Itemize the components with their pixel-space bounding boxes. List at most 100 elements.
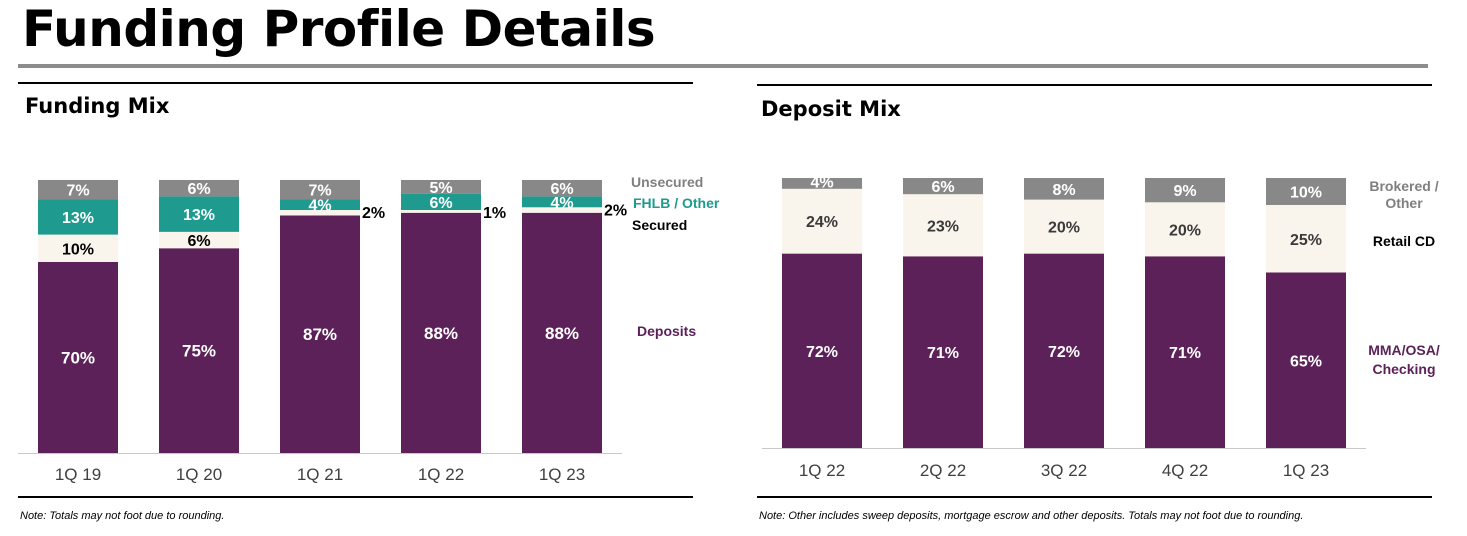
bar-secured-1q-20 bbox=[159, 231, 239, 249]
bar-brokered-other-2q-22 bbox=[903, 178, 983, 195]
bar-retail-cd-3q-22 bbox=[1024, 199, 1104, 254]
legend-label-deposits: Deposits bbox=[637, 323, 696, 339]
x-tick-label-4q-22: 4Q 22 bbox=[1162, 461, 1208, 480]
x-tick-label-1q-22: 1Q 22 bbox=[799, 461, 845, 480]
bar-mma-osa-checking-2q-22 bbox=[903, 256, 983, 448]
data-label-unsecured-1q-22: 5% bbox=[429, 180, 452, 197]
bar-deposits-1q-21 bbox=[280, 215, 360, 453]
data-label-brokered-other-4q-22: 9% bbox=[1173, 183, 1196, 200]
data-label-brokered-other-2q-22: 6% bbox=[931, 179, 954, 196]
funding-mix-top-rule bbox=[18, 82, 693, 84]
x-tick-label-2q-22: 2Q 22 bbox=[920, 461, 966, 480]
data-label-secured-1q-21: 2% bbox=[362, 205, 385, 222]
data-label-brokered-other-1q-22: 4% bbox=[810, 174, 833, 191]
bar-mma-osa-checking-1q-23 bbox=[1266, 272, 1346, 448]
data-label-secured-1q-19: 10% bbox=[62, 241, 94, 258]
page-title: Funding Profile Details bbox=[22, 0, 656, 58]
bar-unsecured-1q-21 bbox=[280, 180, 360, 200]
x-tick-label-1q-23: 1Q 23 bbox=[539, 465, 585, 484]
bar-deposits-1q-23 bbox=[522, 212, 602, 453]
bar-mma-osa-checking-3q-22 bbox=[1024, 253, 1104, 448]
data-label-fhlb-other-1q-23: 4% bbox=[550, 195, 573, 212]
title-divider bbox=[18, 64, 1428, 68]
bar-brokered-other-4q-22 bbox=[1145, 178, 1225, 203]
data-label-retail-cd-1q-22: 24% bbox=[806, 214, 838, 231]
bar-mma-osa-checking-1q-22 bbox=[782, 253, 862, 448]
x-tick-label-1q-20: 1Q 20 bbox=[176, 465, 222, 484]
bar-fhlb-other-1q-23 bbox=[522, 196, 602, 208]
deposit-mix-note: Note: Other includes sweep deposits, mor… bbox=[759, 510, 1304, 522]
data-label-mma-osa-checking-2q-22: 71% bbox=[927, 345, 959, 362]
data-label-fhlb-other-1q-19: 13% bbox=[62, 210, 94, 227]
data-label-deposits-1q-20: 75% bbox=[182, 342, 216, 361]
bar-retail-cd-2q-22 bbox=[903, 194, 983, 257]
data-label-unsecured-1q-20: 6% bbox=[187, 181, 210, 198]
data-label-brokered-other-1q-23: 10% bbox=[1290, 185, 1322, 202]
x-tick-label-1q-22: 1Q 22 bbox=[418, 465, 464, 484]
data-label-deposits-1q-23: 88% bbox=[545, 324, 579, 343]
bar-deposits-1q-19 bbox=[38, 261, 118, 453]
data-label-fhlb-other-1q-21: 4% bbox=[308, 198, 331, 215]
data-label-mma-osa-checking-1q-23: 65% bbox=[1290, 353, 1322, 370]
bar-unsecured-1q-23 bbox=[522, 180, 602, 197]
bar-unsecured-1q-20 bbox=[159, 180, 239, 197]
data-label-fhlb-other-1q-22: 6% bbox=[429, 195, 452, 212]
data-label-unsecured-1q-23: 6% bbox=[550, 181, 573, 198]
data-label-mma-osa-checking-3q-22: 72% bbox=[1048, 344, 1080, 361]
legend-label-brokered-other-line-1: Brokered / bbox=[1369, 178, 1438, 194]
data-label-unsecured-1q-19: 7% bbox=[66, 183, 89, 200]
data-label-mma-osa-checking-4q-22: 71% bbox=[1169, 345, 1201, 362]
deposit-mix-top-rule bbox=[757, 84, 1432, 86]
legend-label-brokered-other-line-2: Other bbox=[1385, 195, 1423, 211]
legend-label-mma-osa-checking-line-1: MMA/OSA/ bbox=[1368, 342, 1440, 358]
x-tick-label-3q-22: 3Q 22 bbox=[1041, 461, 1087, 480]
bar-secured-1q-23 bbox=[522, 207, 602, 213]
bar-fhlb-other-1q-19 bbox=[38, 199, 118, 235]
bar-deposits-1q-20 bbox=[159, 248, 239, 453]
bar-secured-1q-22 bbox=[401, 210, 481, 213]
bar-retail-cd-1q-23 bbox=[1266, 205, 1346, 273]
bar-fhlb-other-1q-22 bbox=[401, 193, 481, 211]
data-label-retail-cd-1q-23: 25% bbox=[1290, 232, 1322, 249]
data-label-deposits-1q-22: 88% bbox=[424, 324, 458, 343]
bar-brokered-other-1q-23 bbox=[1266, 178, 1346, 205]
legend-label-unsecured: Unsecured bbox=[631, 174, 703, 190]
data-label-deposits-1q-21: 87% bbox=[303, 325, 337, 344]
funding-mix-note: Note: Totals may not foot due to roundin… bbox=[20, 510, 225, 522]
legend-label-mma-osa-checking-line-2: Checking bbox=[1372, 361, 1435, 377]
bar-unsecured-1q-19 bbox=[38, 180, 118, 200]
bar-retail-cd-1q-22 bbox=[782, 188, 862, 254]
bar-brokered-other-1q-22 bbox=[782, 178, 862, 189]
bar-retail-cd-4q-22 bbox=[1145, 202, 1225, 257]
data-label-secured-1q-20: 6% bbox=[187, 233, 210, 250]
data-label-brokered-other-3q-22: 8% bbox=[1052, 182, 1075, 199]
legend-label-fhlb-other: FHLB / Other bbox=[633, 195, 720, 211]
bar-deposits-1q-22 bbox=[401, 212, 481, 453]
data-label-secured-1q-23: 2% bbox=[604, 202, 627, 219]
x-tick-label-1q-21: 1Q 21 bbox=[297, 465, 343, 484]
legend-label-secured: Secured bbox=[632, 217, 687, 233]
deposit-mix-bottom-rule bbox=[757, 496, 1432, 498]
data-label-mma-osa-checking-1q-22: 72% bbox=[806, 344, 838, 361]
data-label-secured-1q-22: 1% bbox=[483, 205, 506, 222]
data-label-retail-cd-3q-22: 20% bbox=[1048, 220, 1080, 237]
funding-mix-bottom-rule bbox=[18, 496, 693, 498]
funding-mix-title: Funding Mix bbox=[25, 94, 170, 118]
data-label-fhlb-other-1q-20: 13% bbox=[183, 207, 215, 224]
bar-secured-1q-19 bbox=[38, 234, 118, 262]
data-label-unsecured-1q-21: 7% bbox=[308, 183, 331, 200]
deposit-mix-title: Deposit Mix bbox=[761, 97, 901, 121]
bar-fhlb-other-1q-20 bbox=[159, 196, 239, 232]
x-tick-label-1q-19: 1Q 19 bbox=[55, 465, 101, 484]
x-tick-label-1q-23: 1Q 23 bbox=[1283, 461, 1329, 480]
data-label-retail-cd-4q-22: 20% bbox=[1169, 222, 1201, 239]
data-label-retail-cd-2q-22: 23% bbox=[927, 218, 959, 235]
bar-mma-osa-checking-4q-22 bbox=[1145, 256, 1225, 448]
data-label-deposits-1q-19: 70% bbox=[61, 348, 95, 367]
legend-label-retail-cd: Retail CD bbox=[1373, 233, 1435, 249]
bar-fhlb-other-1q-21 bbox=[280, 199, 360, 211]
deposit-mix-chart: 72% 24% 4% 1Q 22 71% 23% 6% 2Q 22 72% 20% 8% 3Q 22 7… bbox=[762, 174, 1440, 480]
bar-unsecured-1q-22 bbox=[401, 180, 481, 194]
bar-brokered-other-3q-22 bbox=[1024, 178, 1104, 200]
